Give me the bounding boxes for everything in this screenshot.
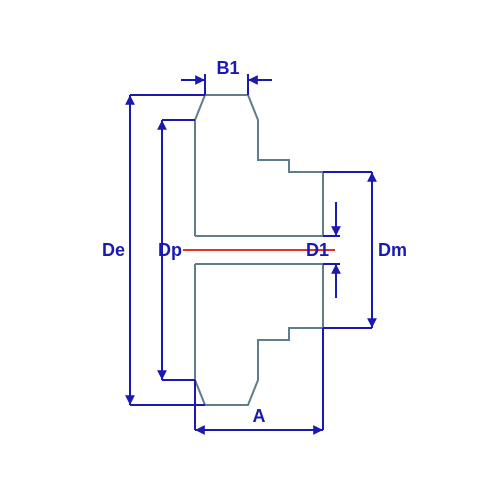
label-A: A	[253, 406, 266, 426]
label-De: De	[102, 240, 125, 260]
label-D1: D1	[306, 240, 329, 260]
label-B1: B1	[217, 58, 240, 78]
label-Dp: Dp	[158, 240, 182, 260]
label-Dm: Dm	[378, 240, 407, 260]
